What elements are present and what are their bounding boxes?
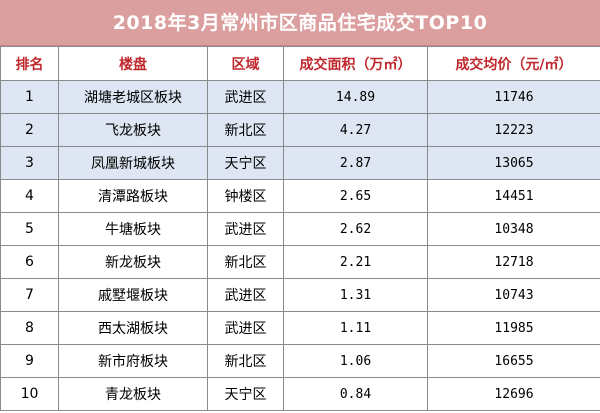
cell-rank: 7 [0, 278, 59, 312]
cell-price: 13065 [427, 146, 600, 180]
cell-area: 2.21 [283, 245, 428, 279]
cell-district: 钟楼区 [207, 179, 284, 213]
table-row: 9 新市府板块 新北区 1.06 16655 [0, 344, 600, 378]
ranking-table: 排名 楼盘 区域 成交面积（万㎡） 成交均价（元/㎡） 1 湖塘老城区板块 武进… [0, 46, 600, 411]
cell-price: 11746 [427, 80, 600, 114]
table-row: 5 牛塘板块 武进区 2.62 10348 [0, 212, 600, 246]
cell-district: 新北区 [207, 113, 284, 147]
cell-block: 清潭路板块 [58, 179, 208, 213]
table-row: 6 新龙板块 新北区 2.21 12718 [0, 245, 600, 279]
cell-block: 新市府板块 [58, 344, 208, 378]
cell-area: 2.62 [283, 212, 428, 246]
cell-area: 1.06 [283, 344, 428, 378]
cell-rank: 3 [0, 146, 59, 180]
header-area: 成交面积（万㎡） [283, 46, 428, 81]
cell-rank: 8 [0, 311, 59, 345]
cell-block: 湖塘老城区板块 [58, 80, 208, 114]
cell-rank: 5 [0, 212, 59, 246]
cell-district: 武进区 [207, 80, 284, 114]
table-row: 7 戚墅堰板块 武进区 1.31 10743 [0, 278, 600, 312]
cell-price: 12718 [427, 245, 600, 279]
cell-rank: 4 [0, 179, 59, 213]
cell-block: 凤凰新城板块 [58, 146, 208, 180]
table-row: 1 湖塘老城区板块 武进区 14.89 11746 [0, 80, 600, 114]
cell-block: 青龙板块 [58, 377, 208, 411]
cell-price: 14451 [427, 179, 600, 213]
cell-rank: 10 [0, 377, 59, 411]
cell-area: 1.31 [283, 278, 428, 312]
cell-district: 新北区 [207, 344, 284, 378]
cell-price: 12223 [427, 113, 600, 147]
table-row: 8 西太湖板块 武进区 1.11 11985 [0, 311, 600, 345]
cell-price: 12696 [427, 377, 600, 411]
cell-block: 戚墅堰板块 [58, 278, 208, 312]
cell-area: 0.84 [283, 377, 428, 411]
cell-district: 武进区 [207, 311, 284, 345]
cell-area: 4.27 [283, 113, 428, 147]
cell-rank: 1 [0, 80, 59, 114]
table-row: 2 飞龙板块 新北区 4.27 12223 [0, 113, 600, 147]
cell-area: 2.87 [283, 146, 428, 180]
cell-district: 天宁区 [207, 146, 284, 180]
cell-block: 西太湖板块 [58, 311, 208, 345]
header-district: 区域 [207, 46, 284, 81]
header-price: 成交均价（元/㎡） [427, 46, 600, 81]
cell-district: 武进区 [207, 212, 284, 246]
table-row: 4 清潭路板块 钟楼区 2.65 14451 [0, 179, 600, 213]
header-row: 排名 楼盘 区域 成交面积（万㎡） 成交均价（元/㎡） [0, 46, 600, 81]
cell-area: 14.89 [283, 80, 428, 114]
header-rank: 排名 [0, 46, 59, 81]
cell-block: 新龙板块 [58, 245, 208, 279]
cell-block: 飞龙板块 [58, 113, 208, 147]
cell-price: 10743 [427, 278, 600, 312]
cell-district: 天宁区 [207, 377, 284, 411]
table-row: 3 凤凰新城板块 天宁区 2.87 13065 [0, 146, 600, 180]
cell-rank: 9 [0, 344, 59, 378]
table-row: 10 青龙板块 天宁区 0.84 12696 [0, 377, 600, 411]
cell-price: 16655 [427, 344, 600, 378]
header-block: 楼盘 [58, 46, 208, 81]
cell-area: 1.11 [283, 311, 428, 345]
cell-rank: 6 [0, 245, 59, 279]
cell-area: 2.65 [283, 179, 428, 213]
cell-district: 新北区 [207, 245, 284, 279]
cell-price: 11985 [427, 311, 600, 345]
cell-district: 武进区 [207, 278, 284, 312]
cell-rank: 2 [0, 113, 59, 147]
cell-block: 牛塘板块 [58, 212, 208, 246]
cell-price: 10348 [427, 212, 600, 246]
table-title: 2018年3月常州市区商品住宅成交TOP10 [0, 0, 600, 46]
